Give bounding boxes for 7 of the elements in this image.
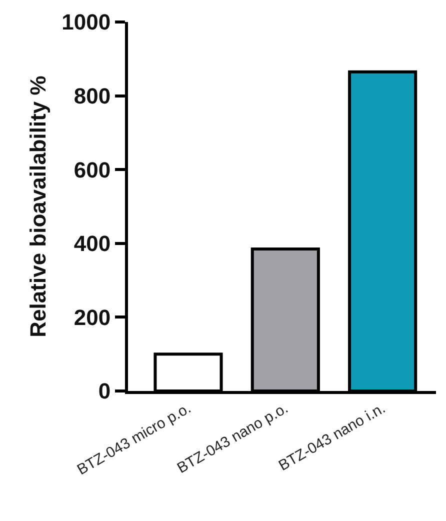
y-tick-label: 0 xyxy=(98,378,111,404)
y-tick-label: 1000 xyxy=(62,10,111,35)
y-tick-label: 400 xyxy=(74,231,111,256)
y-tick-label: 800 xyxy=(74,84,111,108)
y-axis-title: Relative bioavailability % xyxy=(25,76,50,338)
y-tick-label: 200 xyxy=(74,304,111,330)
y-tick-label: 600 xyxy=(74,157,111,182)
